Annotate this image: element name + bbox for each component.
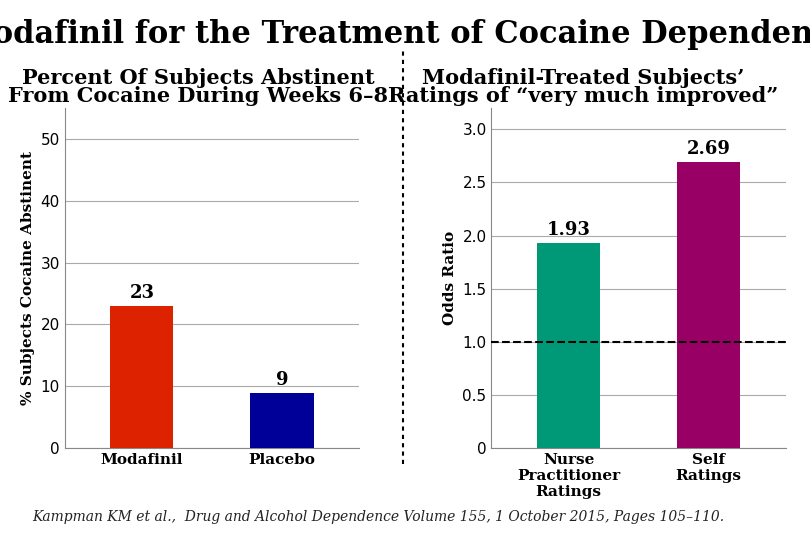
Text: Modafinil-Treated Subjects’: Modafinil-Treated Subjects’ [422,68,744,87]
Text: 23: 23 [130,284,155,302]
Text: Kampman KM et al.,  Drug and Alcohol Dependence Volume 155, 1 October 2015, Page: Kampman KM et al., Drug and Alcohol Depe… [32,510,724,524]
Text: Percent Of Subjects Abstinent: Percent Of Subjects Abstinent [22,68,375,87]
Y-axis label: % Subjects Cocaine Abstinent: % Subjects Cocaine Abstinent [21,151,35,405]
Y-axis label: Odds Ratio: Odds Ratio [443,231,457,325]
Text: Ratings of “very much improved”: Ratings of “very much improved” [388,86,778,106]
Bar [250,393,313,448]
Text: 1.93: 1.93 [547,221,590,239]
Text: 2.69: 2.69 [687,140,731,158]
Text: Modafinil for the Treatment of Cocaine Dependence: Modafinil for the Treatment of Cocaine D… [0,19,810,50]
Bar [677,162,740,448]
Bar [110,306,173,448]
Bar [537,243,600,448]
Text: From Cocaine During Weeks 6–8: From Cocaine During Weeks 6–8 [8,86,389,106]
Text: 9: 9 [275,371,288,389]
